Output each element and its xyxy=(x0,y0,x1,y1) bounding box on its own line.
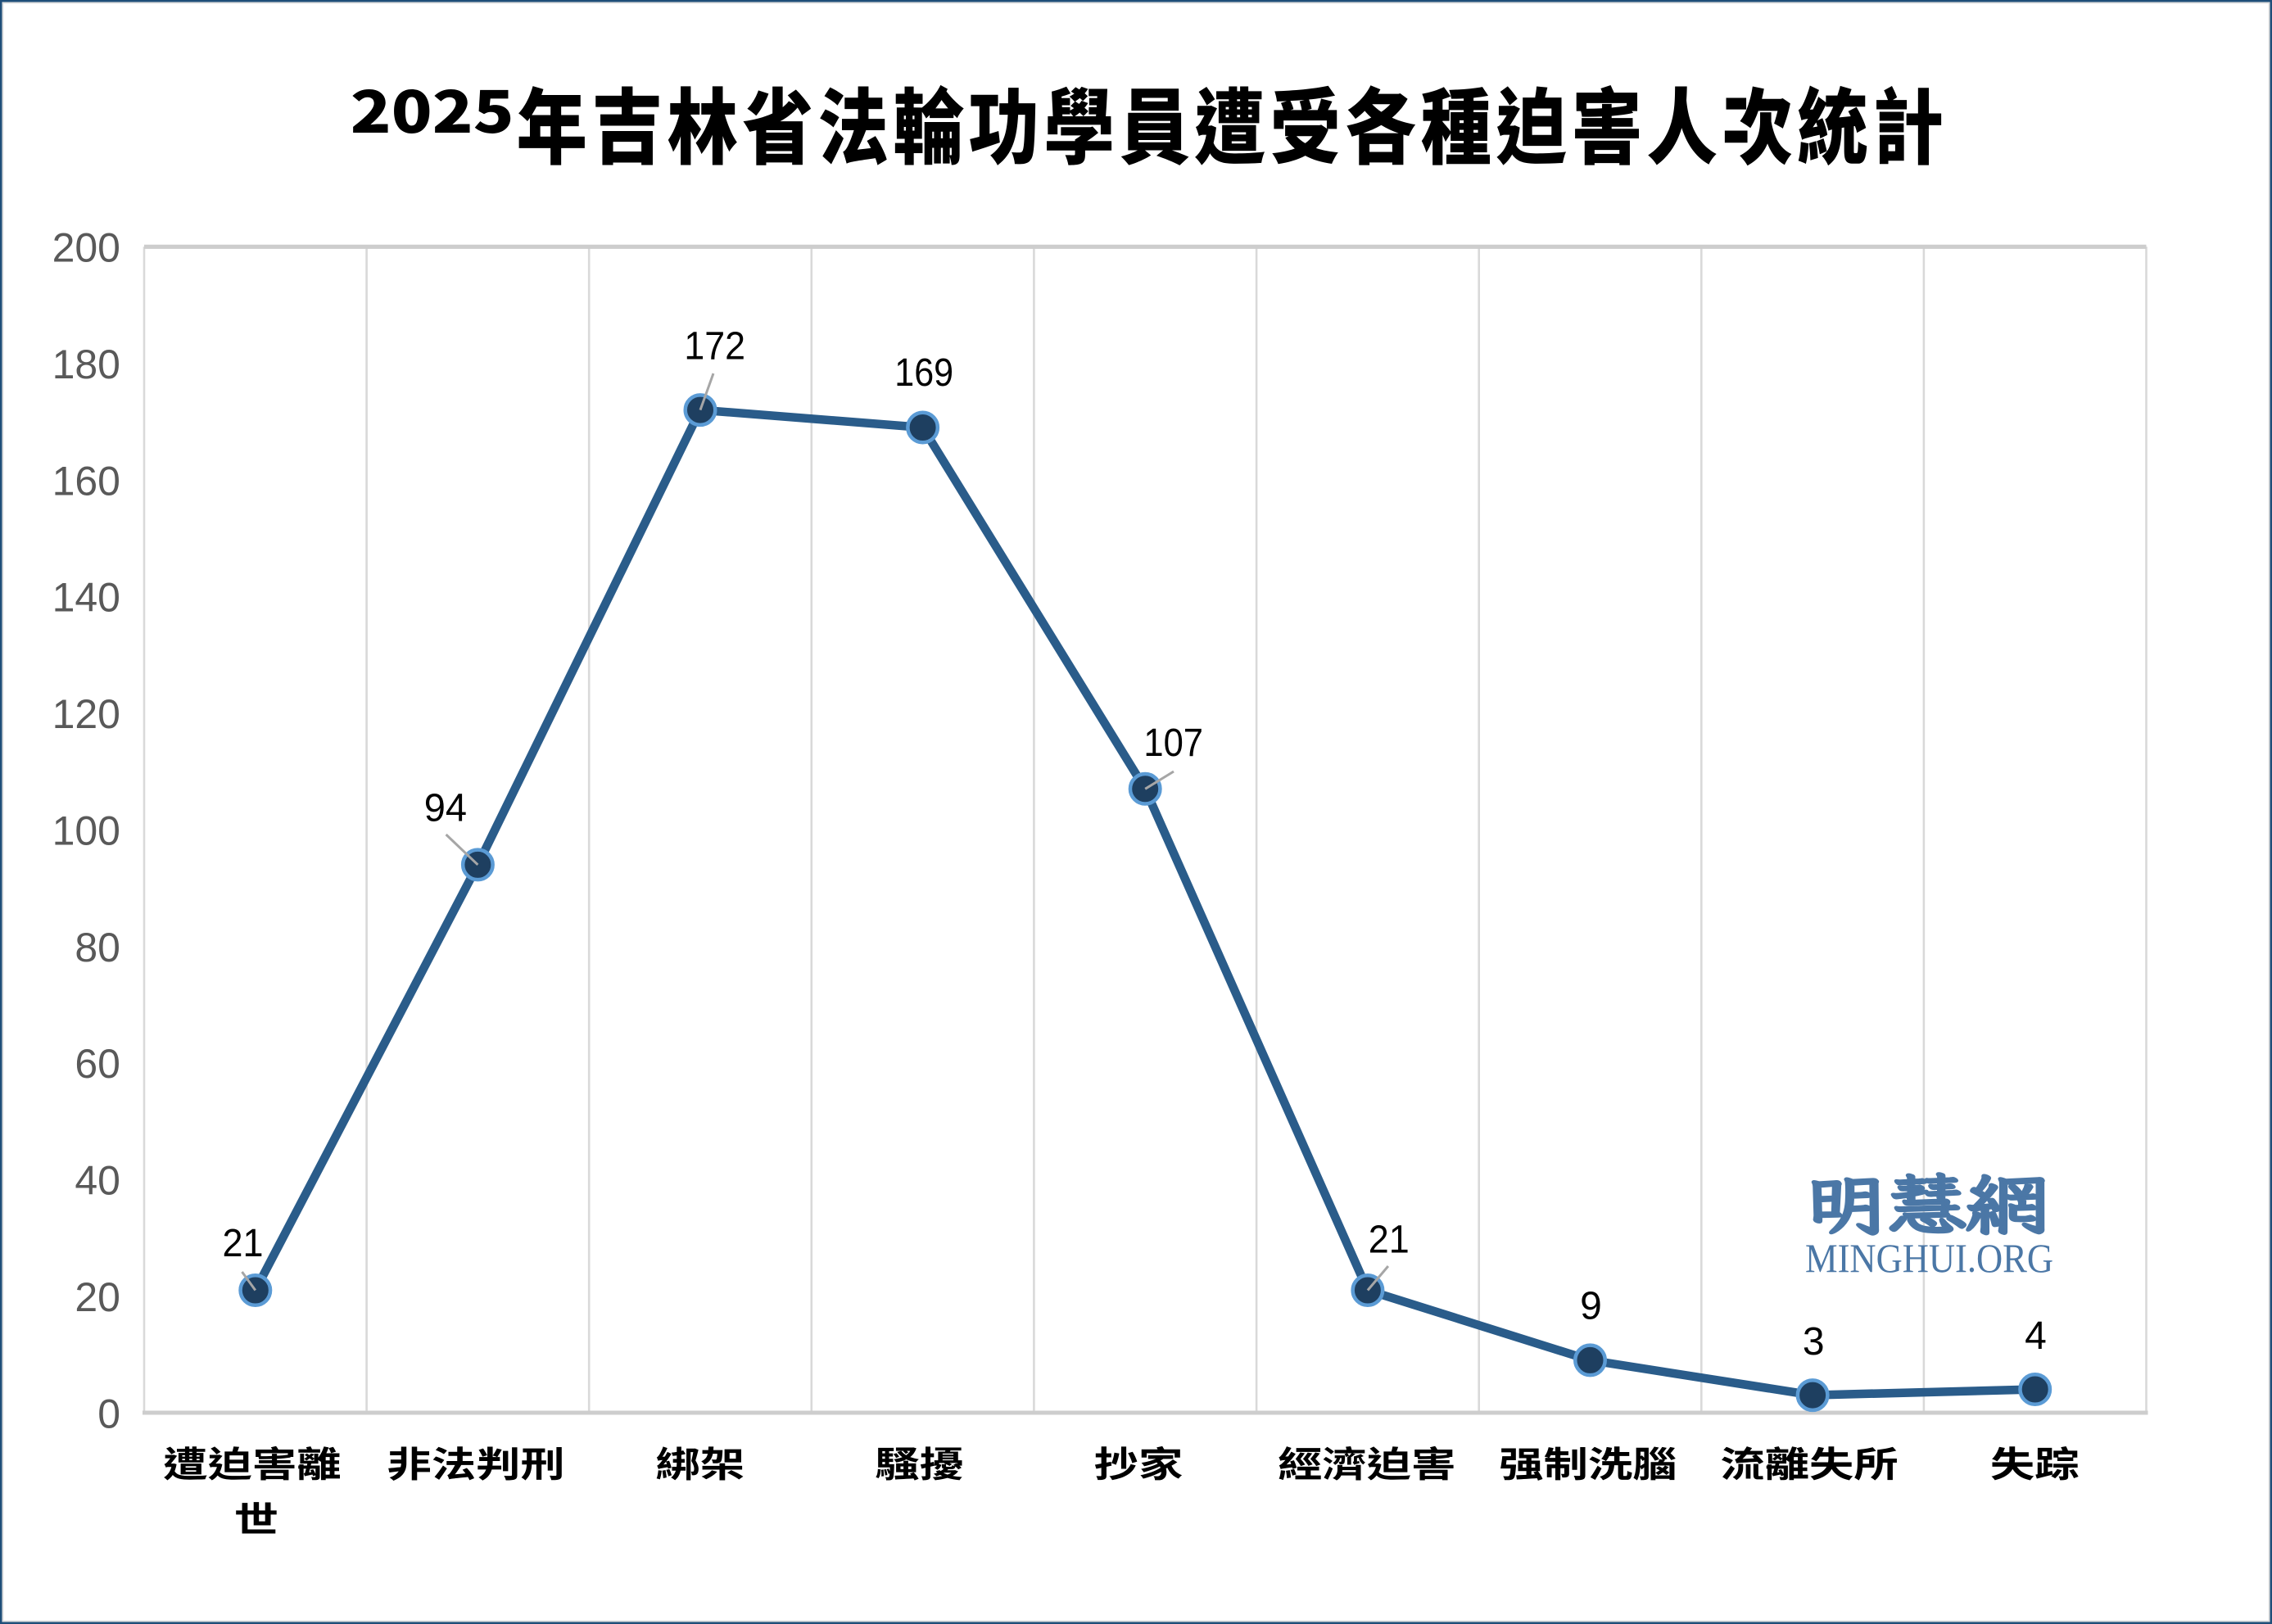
svg-text:20: 20 xyxy=(75,1274,120,1320)
svg-text:160: 160 xyxy=(52,458,120,504)
svg-text:100: 100 xyxy=(52,808,120,854)
svg-text:21: 21 xyxy=(1369,1219,1410,1262)
svg-text:94: 94 xyxy=(424,786,467,830)
svg-text:3: 3 xyxy=(1803,1320,1825,1364)
svg-text:9: 9 xyxy=(1580,1284,1602,1328)
svg-text:107: 107 xyxy=(1143,722,1203,765)
svg-text:4: 4 xyxy=(2025,1314,2047,1358)
svg-text:40: 40 xyxy=(75,1158,120,1204)
svg-text:120: 120 xyxy=(52,691,120,737)
svg-text:169: 169 xyxy=(894,351,953,395)
svg-text:140: 140 xyxy=(52,575,120,621)
svg-text:MINGHUI.ORG: MINGHUI.ORG xyxy=(1805,1235,2053,1281)
svg-text:180: 180 xyxy=(52,342,120,387)
svg-text:60: 60 xyxy=(75,1041,120,1087)
svg-text:200: 200 xyxy=(52,225,120,271)
svg-text:21: 21 xyxy=(223,1222,264,1265)
svg-text:172: 172 xyxy=(684,324,745,368)
svg-text:80: 80 xyxy=(75,925,120,970)
svg-text:0: 0 xyxy=(97,1391,120,1436)
